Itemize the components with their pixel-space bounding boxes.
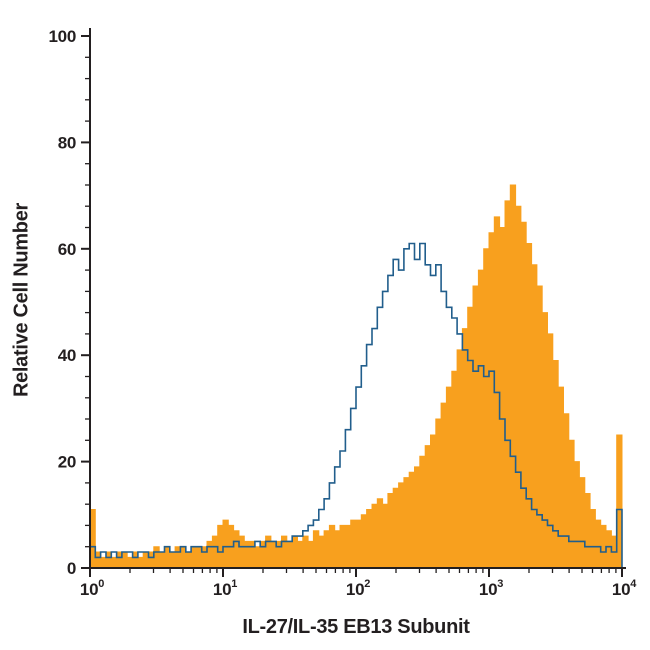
- control-open-histogram: [89, 242, 623, 568]
- x-tick-label: 101: [213, 578, 237, 599]
- y-tick-label: 80: [58, 133, 76, 152]
- x-axis-title: IL-27/IL-35 EB13 Subunit: [242, 616, 470, 638]
- y-tick-label: 0: [67, 559, 76, 578]
- x-tick-label: 102: [346, 578, 370, 599]
- x-tick-label: 104: [612, 578, 637, 599]
- y-axis-title: Relative Cell Number: [10, 202, 33, 398]
- x-tick-label: 103: [479, 578, 503, 599]
- y-tick-label: 20: [58, 453, 76, 472]
- axis-lines: [89, 28, 626, 569]
- stained-filled-histogram: [89, 184, 623, 569]
- y-tick-label: 60: [58, 240, 76, 259]
- y-tick-label: 40: [58, 346, 76, 365]
- x-tick-label: 100: [80, 578, 104, 599]
- y-tick-label: 100: [49, 27, 76, 46]
